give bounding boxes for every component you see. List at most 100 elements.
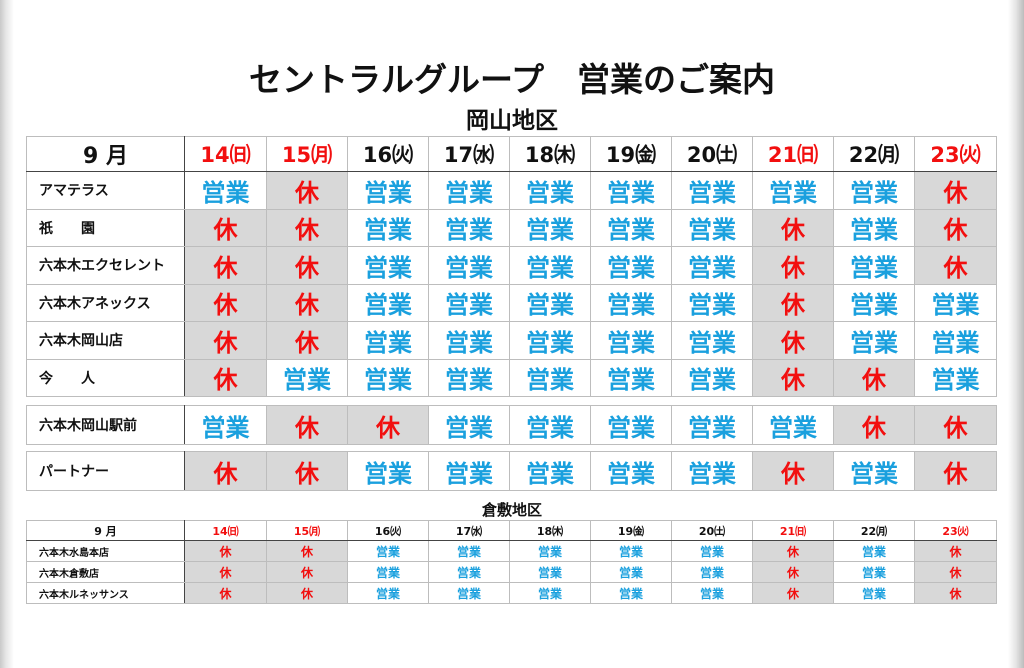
closed-cell: 休 xyxy=(266,582,348,604)
open-cell: 営業 xyxy=(184,171,267,210)
open-cell: 営業 xyxy=(833,321,915,360)
open-cell: 営業 xyxy=(590,283,672,322)
open-cell: 営業 xyxy=(671,283,753,322)
open-cell: 営業 xyxy=(752,171,834,210)
closed-cell: 休 xyxy=(347,405,429,445)
ekimae-schedule-table: 六本木岡山駅前 営業休休営業 営業 営業 営業 営業休休 xyxy=(26,405,997,445)
day-header: 20㈯ xyxy=(671,520,753,541)
open-cell: 営業 xyxy=(590,405,672,445)
open-cell: 営業 xyxy=(833,540,915,562)
closed-cell: 休 xyxy=(266,283,348,322)
open-cell: 営業 xyxy=(914,321,997,360)
closed-cell: 休 xyxy=(914,451,997,491)
open-cell: 営業 xyxy=(347,451,429,491)
store-name: 六本木エクセレント xyxy=(26,246,185,285)
closed-cell: 休 xyxy=(752,451,834,491)
day-header: 21㈰ xyxy=(752,136,834,172)
closed-cell: 休 xyxy=(266,321,348,360)
partner-schedule-table: パートナー休休営業 営業 営業 営業 営業休営業休 xyxy=(26,451,997,491)
closed-cell: 休 xyxy=(914,246,997,285)
store-name: 祇 園 xyxy=(26,208,185,247)
closed-cell: 休 xyxy=(914,208,997,247)
closed-cell: 休 xyxy=(184,451,267,491)
store-name: 六本木ルネッサンス xyxy=(26,582,185,604)
closed-cell: 休 xyxy=(752,321,834,360)
closed-cell: 休 xyxy=(184,358,267,397)
open-cell: 営業 xyxy=(590,358,672,397)
closed-cell: 休 xyxy=(752,246,834,285)
open-cell: 営業 xyxy=(590,246,672,285)
month-label: 9 月 xyxy=(26,136,185,172)
open-cell: 営業 xyxy=(428,405,510,445)
open-cell: 営業 xyxy=(428,561,510,583)
open-cell: 営業 xyxy=(428,283,510,322)
day-header: 15㈪ xyxy=(266,520,348,541)
open-cell: 営業 xyxy=(509,358,591,397)
open-cell: 営業 xyxy=(428,358,510,397)
open-cell: 営業 xyxy=(590,582,672,604)
okayama-schedule-table: 9 月 14㈰ 15㈪ 16㈫ 17㈬ 18㈭ 19㈮ 20㈯ 21㈰ 22㈪ 23㈫ アマテラス… xyxy=(26,136,997,397)
closed-cell: 休 xyxy=(266,540,348,562)
okayama-region-title: 岡山地区 xyxy=(466,107,558,134)
day-header: 19㈮ xyxy=(590,520,672,541)
closed-cell: 休 xyxy=(184,321,267,360)
closed-cell: 休 xyxy=(184,246,267,285)
kurashiki-schedule-table: 9 月 14㈰ 15㈪ 16㈫ 17㈬ 18㈭ 19㈮ 20㈯ 21㈰ 22㈪ 23㈫ 六本木水島… xyxy=(26,520,997,604)
open-cell: 営業 xyxy=(671,358,753,397)
open-cell: 営業 xyxy=(266,358,348,397)
month-label: 9 月 xyxy=(26,520,185,541)
open-cell: 営業 xyxy=(590,208,672,247)
day-header: 23㈫ xyxy=(914,136,997,172)
open-cell: 営業 xyxy=(914,358,997,397)
store-name: 六本木岡山店 xyxy=(26,321,185,360)
closed-cell: 休 xyxy=(752,358,834,397)
open-cell: 営業 xyxy=(671,208,753,247)
store-row: 六本木ルネッサンス休休営業 営業 営業 営業 営業休営業休 xyxy=(26,582,997,604)
store-name: アマテラス xyxy=(26,171,185,210)
open-cell: 営業 xyxy=(428,208,510,247)
closed-cell: 休 xyxy=(914,171,997,210)
open-cell: 営業 xyxy=(833,283,915,322)
closed-cell: 休 xyxy=(266,451,348,491)
open-cell: 営業 xyxy=(347,358,429,397)
closed-cell: 休 xyxy=(266,246,348,285)
closed-cell: 休 xyxy=(752,561,834,583)
closed-cell: 休 xyxy=(266,171,348,210)
open-cell: 営業 xyxy=(509,171,591,210)
open-cell: 営業 xyxy=(671,540,753,562)
kurashiki-header-row: 9 月 14㈰ 15㈪ 16㈫ 17㈬ 18㈭ 19㈮ 20㈯ 21㈰ 22㈪ 23㈫ xyxy=(26,520,997,541)
store-row: アマテラス 営業休営業 営業 営業 営業 営業 営業 営業休 xyxy=(26,171,997,210)
open-cell: 営業 xyxy=(671,405,753,445)
open-cell: 営業 xyxy=(590,540,672,562)
open-cell: 営業 xyxy=(509,246,591,285)
open-cell: 営業 xyxy=(671,561,753,583)
day-header: 22㈪ xyxy=(833,520,915,541)
open-cell: 営業 xyxy=(184,405,267,445)
day-header: 22㈪ xyxy=(833,136,915,172)
open-cell: 営業 xyxy=(509,582,591,604)
open-cell: 営業 xyxy=(833,171,915,210)
day-header: 14㈰ xyxy=(184,136,267,172)
store-row: 祇 園休休営業 営業 営業 営業 営業休営業休 xyxy=(26,208,997,247)
store-row: 六本木岡山店休休営業 営業 営業 営業 営業休営業 営業 xyxy=(26,321,997,360)
store-name: 六本木アネックス xyxy=(26,283,185,322)
closed-cell: 休 xyxy=(914,582,997,604)
open-cell: 営業 xyxy=(509,540,591,562)
open-cell: 営業 xyxy=(428,246,510,285)
store-row: 六本木岡山駅前 営業休休営業 営業 営業 営業 営業休休 xyxy=(26,405,997,445)
closed-cell: 休 xyxy=(833,405,915,445)
open-cell: 営業 xyxy=(590,171,672,210)
day-header: 14㈰ xyxy=(184,520,267,541)
store-row: パートナー休休営業 営業 営業 営業 営業休営業休 xyxy=(26,451,997,491)
day-header: 19㈮ xyxy=(590,136,672,172)
open-cell: 営業 xyxy=(347,321,429,360)
open-cell: 営業 xyxy=(347,246,429,285)
open-cell: 営業 xyxy=(671,246,753,285)
store-row: 六本木倉敷店休休営業 営業 営業 営業 営業休営業休 xyxy=(26,561,997,583)
day-header: 16㈫ xyxy=(347,520,429,541)
store-row: 六本木水島本店休休営業 営業 営業 営業 営業休営業休 xyxy=(26,540,997,562)
closed-cell: 休 xyxy=(184,540,267,562)
closed-cell: 休 xyxy=(184,208,267,247)
open-cell: 営業 xyxy=(590,451,672,491)
store-name: 今 人 xyxy=(26,358,185,397)
